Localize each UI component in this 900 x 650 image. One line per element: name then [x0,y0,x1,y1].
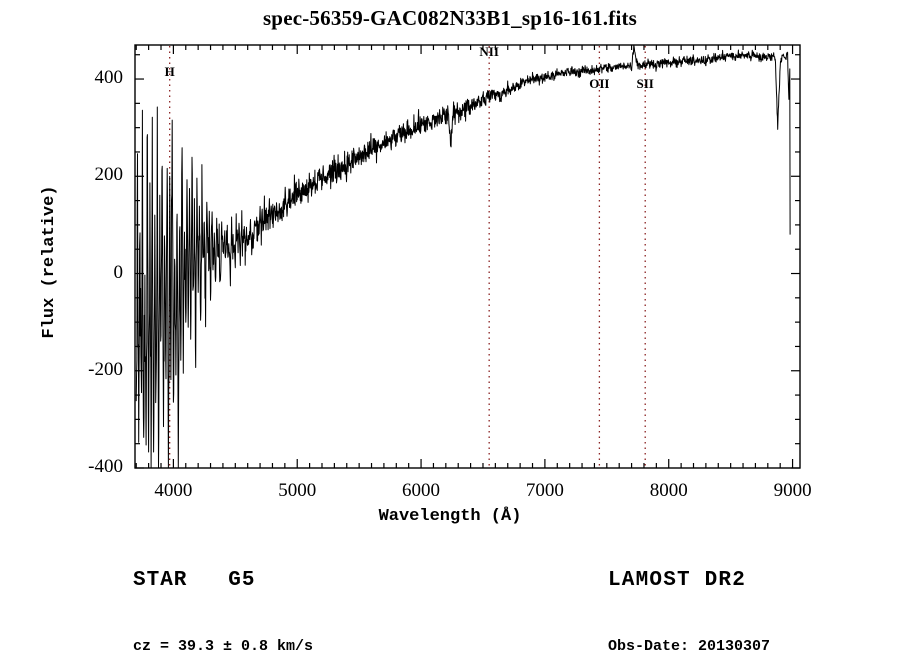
y-tick-label: -400 [88,456,123,477]
obs-date-label: Obs-Date: 20130307 [608,638,771,650]
footer-left-column: STAR G5 cz = 39.3 ± 0.8 km/s RA = 80.819… [133,530,412,650]
x-axis-title: Wavelength (Å) [378,507,522,526]
y-tick-label: 0 [113,261,124,283]
spectral-line-label: H [164,63,175,79]
x-tick-label: 5000 [278,480,317,501]
metadata-footer: STAR G5 cz = 39.3 ± 0.8 km/s RA = 80.819… [0,530,900,650]
x-tick-label: 8000 [649,480,688,501]
redshift-label: cz = 39.3 ± 0.8 km/s [133,638,314,650]
object-type-label: STAR G5 [133,569,256,592]
page-title: spec-56359-GAC082N33B1_sp16-161.fits [262,6,638,30]
survey-label: LAMOST DR2 [608,569,747,592]
x-tick-label: 7000 [525,480,564,501]
y-axis-title: Flux (relative) [40,185,59,339]
y-tick-label: 400 [94,67,124,89]
spectrum-trace [135,44,791,468]
x-tick-label: 9000 [773,480,812,501]
spectral-line-label: OII [589,75,610,91]
spectral-line-label: SII [636,75,654,91]
x-tick-label: 6000 [402,480,441,501]
y-tick-label: 200 [94,164,124,186]
y-tick-label: -200 [88,358,123,380]
plot-frame [134,44,801,469]
footer-right-column: LAMOST DR2 Obs-Date: 20130307 [608,530,770,650]
x-tick-label: 4000 [154,480,193,501]
spectral-line-label: NII [479,44,499,60]
